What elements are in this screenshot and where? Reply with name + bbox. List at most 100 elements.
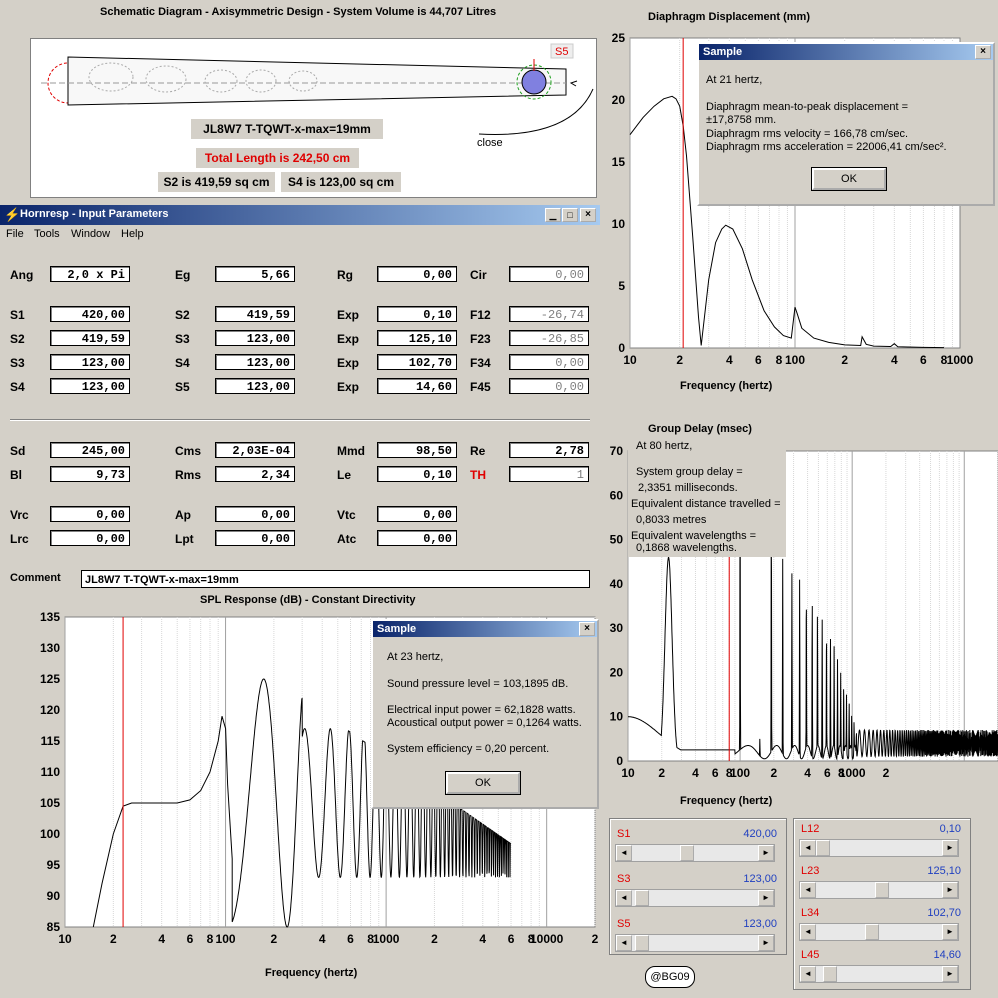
slider-track[interactable]: ◄ ► (615, 889, 775, 907)
param-field[interactable]: 123,00 (50, 378, 130, 394)
slider-left-arrow-icon[interactable]: ◄ (800, 966, 816, 982)
spl-x-tick-label: 8 (207, 932, 214, 946)
param-field[interactable]: 245,00 (50, 442, 130, 458)
param-field[interactable]: 125,10 (377, 330, 457, 346)
input-window-titlebar[interactable]: ⚡ Hornresp - Input Parameters ▁ □ × (0, 205, 600, 225)
param-field[interactable]: 0,10 (377, 306, 457, 322)
slider-track[interactable]: ◄ ► (615, 934, 775, 952)
spl-dialog-close-button[interactable]: × (579, 622, 595, 636)
displacement-sample-dialog: Sample × At 21 hertz, Diaphragm mean-to-p… (697, 42, 995, 206)
maximize-button[interactable]: □ (562, 208, 578, 222)
param-field[interactable]: 0,00 (377, 506, 457, 522)
displacement-x-tick-label: 4 (891, 353, 898, 367)
slider-right-arrow-icon[interactable]: ► (758, 890, 774, 906)
param-field[interactable]: 98,50 (377, 442, 457, 458)
group-delay-info-line: 0,8033 metres (636, 514, 707, 526)
displacement-x-tick-label: 10 (623, 353, 637, 367)
slider-left-arrow-icon[interactable]: ◄ (616, 935, 632, 951)
param-field[interactable]: 419,59 (215, 306, 295, 322)
slider-left-arrow-icon[interactable]: ◄ (800, 882, 816, 898)
comment-field[interactable]: JL8W7 T-TQWT-x-max=19mm (81, 570, 590, 588)
param-field[interactable]: 9,73 (50, 466, 130, 482)
menu-help[interactable]: Help (121, 228, 144, 240)
spl-dialog-titlebar[interactable]: Sample × (373, 621, 597, 637)
param-field[interactable]: 0,00 (50, 506, 130, 522)
slider-right-arrow-icon[interactable]: ► (942, 840, 958, 856)
close-button[interactable]: × (580, 208, 596, 222)
param-field[interactable]: 0,00 (215, 530, 295, 546)
slider-thumb[interactable] (865, 924, 880, 940)
menu-bar: File Tools Window Help (0, 226, 600, 244)
slider-track[interactable]: ◄ ► (615, 844, 775, 862)
slider-right-arrow-icon[interactable]: ► (758, 935, 774, 951)
slider-thumb[interactable] (679, 845, 694, 861)
displacement-x-tick-label: 1000 (947, 353, 974, 367)
group-delay-chart-title: Group Delay (msec) (648, 423, 752, 435)
param-field[interactable]: 420,00 (50, 306, 130, 322)
slider-left-arrow-icon[interactable]: ◄ (800, 840, 816, 856)
slider-track[interactable]: ◄ ► (799, 839, 959, 857)
param-field[interactable]: 0,00 (509, 378, 589, 394)
spl-x-tick-label: 2 (110, 932, 117, 946)
param-field[interactable]: 2,34 (215, 466, 295, 482)
param-field[interactable]: 1 (509, 466, 589, 482)
param-label: S3 (175, 332, 190, 346)
slider-left-arrow-icon[interactable]: ◄ (800, 924, 816, 940)
slider-thumb[interactable] (822, 966, 837, 982)
group-delay-x-tick-label: 2 (883, 766, 890, 780)
slider-left-arrow-icon[interactable]: ◄ (616, 890, 632, 906)
horn-diagram: S5 close (41, 43, 594, 149)
menu-file[interactable]: File (6, 228, 24, 240)
menu-tools[interactable]: Tools (34, 228, 60, 240)
slider-track[interactable]: ◄ ► (799, 965, 959, 983)
param-field[interactable]: -26,85 (509, 330, 589, 346)
param-field[interactable]: 5,66 (215, 266, 295, 282)
slider-thumb[interactable] (875, 882, 890, 898)
group-delay-x-tick-label: 6 (712, 766, 719, 780)
slider-thumb[interactable] (816, 840, 830, 856)
spl-dialog-title: Sample (377, 623, 417, 635)
slider-value: 0,10 (939, 823, 961, 835)
param-field[interactable]: 123,00 (50, 354, 130, 370)
param-field[interactable]: 0,00 (50, 530, 130, 546)
param-field[interactable]: 0,10 (377, 466, 457, 482)
param-field[interactable]: 2,03E-04 (215, 442, 295, 458)
group-delay-y-tick-label: 30 (610, 621, 624, 635)
slider-thumb[interactable] (635, 935, 650, 951)
param-field[interactable]: -26,74 (509, 306, 589, 322)
slider-right-arrow-icon[interactable]: ► (758, 845, 774, 861)
slider-left-arrow-icon[interactable]: ◄ (616, 845, 632, 861)
param-field[interactable]: 419,59 (50, 330, 130, 346)
displacement-dialog-ok-button[interactable]: OK (812, 168, 886, 190)
slider-right-arrow-icon[interactable]: ► (942, 924, 958, 940)
param-label: Sd (10, 444, 26, 458)
spl-dialog-line: Sound pressure level = 103,1895 dB. (387, 678, 569, 690)
spl-dialog-line: At 23 hertz, (387, 651, 444, 663)
param-field[interactable]: 0,00 (509, 354, 589, 370)
minimize-button[interactable]: ▁ (545, 208, 561, 222)
param-field[interactable]: 0,00 (377, 530, 457, 546)
displacement-dialog-titlebar[interactable]: Sample × (699, 44, 993, 60)
slider-track[interactable]: ◄ ► (799, 923, 959, 941)
param-field[interactable]: 123,00 (215, 354, 295, 370)
slider-thumb[interactable] (635, 890, 650, 906)
param-field[interactable]: 14,60 (377, 378, 457, 394)
param-field[interactable]: 2,0 x Pi (50, 266, 130, 282)
param-field[interactable]: 0,00 (509, 266, 589, 282)
param-field[interactable]: 123,00 (215, 378, 295, 394)
displacement-dialog-close-button[interactable]: × (975, 45, 991, 59)
param-field[interactable]: 0,00 (215, 506, 295, 522)
spl-series-line (92, 678, 512, 928)
slider-right-arrow-icon[interactable]: ► (942, 882, 958, 898)
slider-track[interactable]: ◄ ► (799, 881, 959, 899)
menu-window[interactable]: Window (71, 228, 111, 240)
spl-x-tick-label: 2 (271, 932, 278, 946)
param-field[interactable]: 0,00 (377, 266, 457, 282)
spl-dialog-ok-button[interactable]: OK (446, 772, 520, 794)
param-field[interactable]: 123,00 (215, 330, 295, 346)
param-field[interactable]: 2,78 (509, 442, 589, 458)
param-field[interactable]: 102,70 (377, 354, 457, 370)
slider-right-arrow-icon[interactable]: ► (942, 966, 958, 982)
slider-value: 14,60 (933, 949, 961, 961)
